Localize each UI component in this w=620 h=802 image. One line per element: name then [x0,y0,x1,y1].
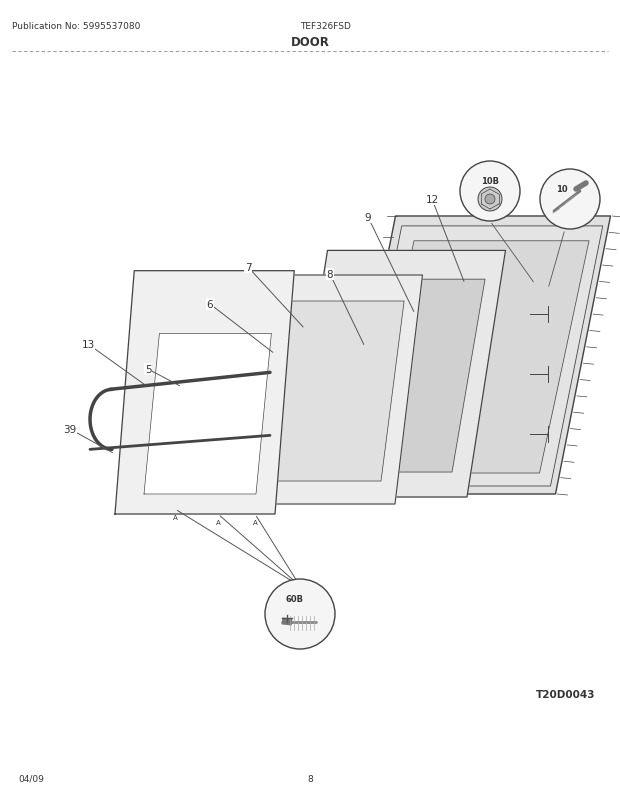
Text: Publication No: 5995537080: Publication No: 5995537080 [12,22,140,31]
Text: A: A [252,520,257,525]
Text: 10B: 10B [481,177,499,186]
Text: 60B: 60B [286,595,304,604]
Text: A: A [172,514,177,520]
Circle shape [478,188,502,212]
Circle shape [485,195,495,205]
Circle shape [540,170,600,229]
Text: T20D0043: T20D0043 [536,689,595,699]
Circle shape [265,579,335,649]
Text: 13: 13 [81,339,95,350]
Text: 8: 8 [307,774,313,783]
Polygon shape [249,302,404,481]
Text: 10: 10 [556,185,568,194]
Polygon shape [365,241,589,473]
Text: A: A [216,520,220,525]
Text: 7: 7 [245,263,251,273]
Text: 5: 5 [144,365,151,375]
Text: 04/09: 04/09 [18,774,44,783]
Text: 12: 12 [425,195,438,205]
Text: 39: 39 [63,424,77,435]
Polygon shape [350,227,603,486]
Text: 6: 6 [206,300,213,310]
Text: 9: 9 [365,213,371,223]
Text: DOOR: DOOR [291,36,329,49]
Text: 8: 8 [327,269,334,280]
Polygon shape [289,251,505,497]
Circle shape [460,162,520,221]
Polygon shape [235,276,422,504]
Polygon shape [144,334,272,494]
Polygon shape [115,271,294,514]
Text: eReplacementParts.com: eReplacementParts.com [216,422,404,437]
Polygon shape [304,280,485,472]
Polygon shape [340,217,611,494]
Text: TEF326FSD: TEF326FSD [300,22,351,31]
